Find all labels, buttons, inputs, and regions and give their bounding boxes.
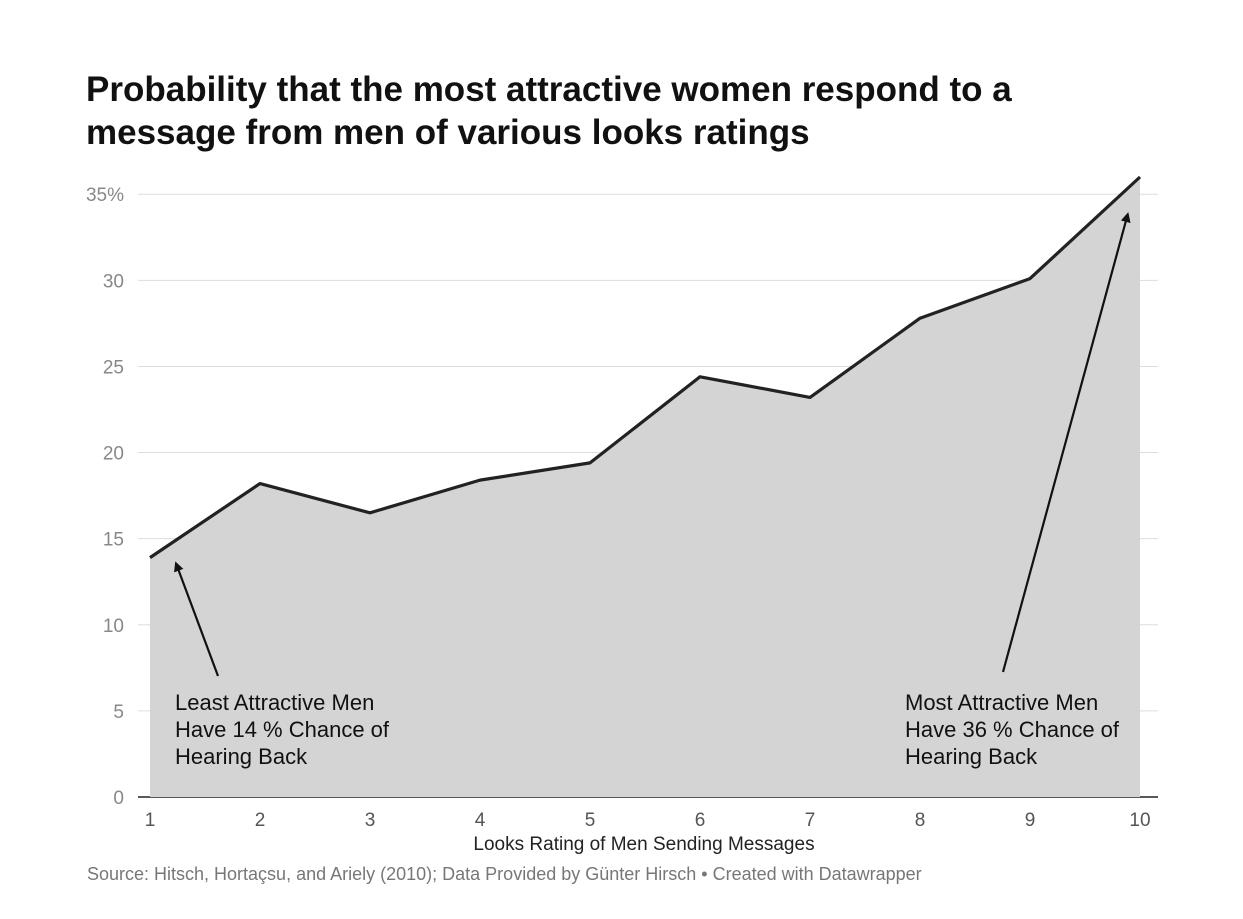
annotation-arrow [174,561,220,677]
y-axis-ticks: 0 5 10 15 20 25 30 35% [86,185,124,809]
x-tick-label: 7 [805,810,816,831]
annotation-line: Most Attractive Men [905,690,1098,715]
annotation-line: Least Attractive Men [175,690,374,715]
x-tick-label: 6 [695,810,706,831]
y-tick-label: 5 [113,702,124,723]
series-area [149,175,1142,797]
y-tick-label: 35% [86,185,124,206]
annotation-line: Have 14 % Chance of [175,717,390,742]
y-tick-label: 10 [103,616,124,637]
x-tick-label: 8 [915,810,926,831]
annotations: Least Attractive Men Have 14 % Chance of H… [174,212,1131,769]
x-tick-label: 9 [1025,810,1036,831]
x-tick-label: 3 [365,810,376,831]
chart-title: Probability that the most attractive wom… [86,70,1012,152]
x-tick-label: 1 [145,810,156,831]
annotation-line: Hearing Back [905,744,1038,769]
x-axis-label: Looks Rating of Men Sending Messages [473,834,814,855]
x-tick-label: 5 [585,810,596,831]
series-line [149,175,1142,559]
annotation-line: Hearing Back [175,744,308,769]
annotation-line: Have 36 % Chance of [905,717,1120,742]
source-note: Source: Hitsch, Hortaçsu, and Ariely (20… [87,864,922,884]
x-tick-label: 4 [475,810,486,831]
y-tick-label: 20 [103,444,124,465]
x-tick-label: 2 [255,810,266,831]
annotation-text: Least Attractive Men Have 14 % Chance of H… [175,690,390,769]
y-tick-label: 30 [103,271,124,292]
y-tick-label: 25 [103,357,124,378]
annotation-arrow [1001,212,1131,673]
area-fill [150,177,1140,797]
x-axis-ticks: 1 2 3 4 5 6 7 8 9 10 [145,810,1151,831]
annotation-text: Most Attractive Men Have 36 % Chance of He… [905,690,1120,769]
y-tick-label: 15 [103,530,124,551]
x-tick-label: 10 [1129,810,1150,831]
y-tick-label: 0 [113,788,124,809]
